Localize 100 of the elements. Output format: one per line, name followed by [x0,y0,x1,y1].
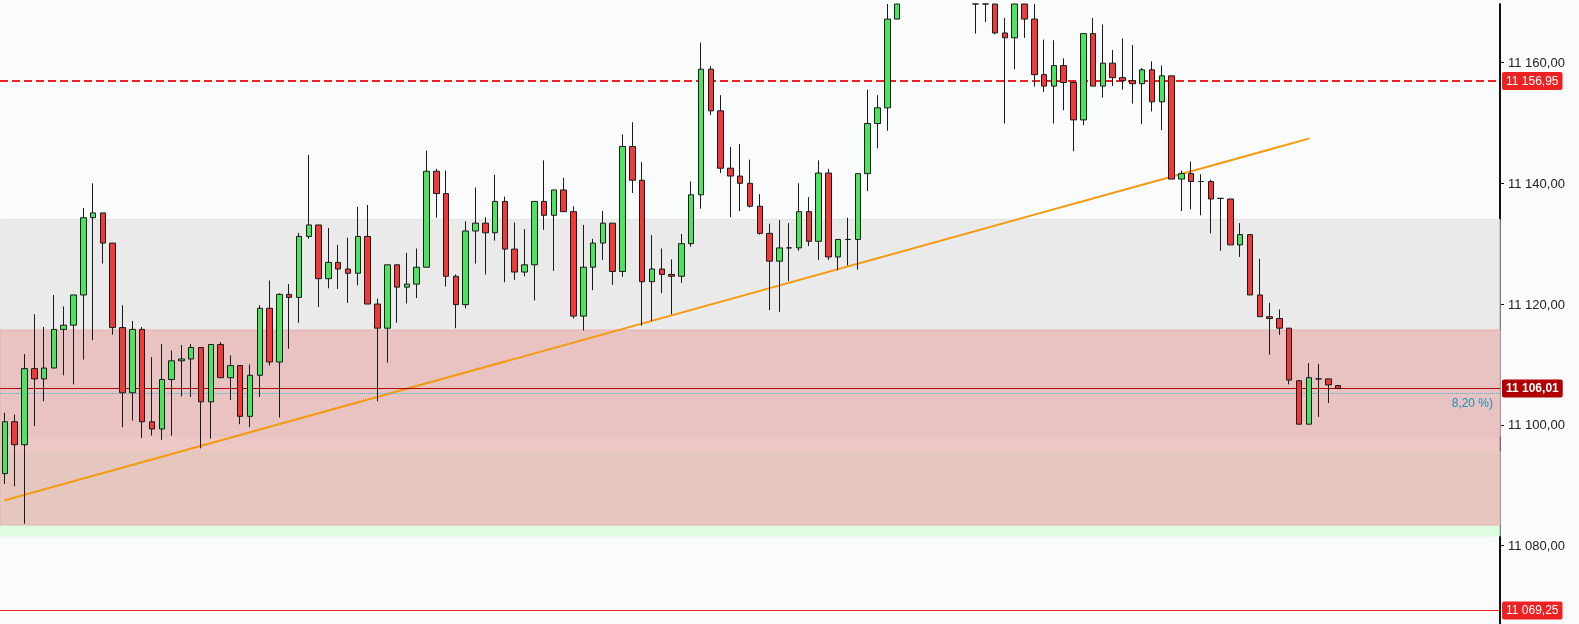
candlestick [688,180,694,248]
candlestick [776,219,783,313]
candlestick [60,305,67,376]
candlestick [286,283,292,350]
candlestick [1109,49,1116,87]
candlestick [325,227,332,289]
candlestick [1080,33,1087,126]
y-tick-label: 11 080,00 [1508,538,1565,554]
candlestick [1217,197,1224,252]
y-tick-label: 11 160,00 [1508,55,1565,71]
candlestick [188,343,194,398]
candlestick [276,292,283,419]
ref-line-label: 11 156,95 [1506,73,1559,88]
candlestick [766,223,773,311]
candlestick [727,146,734,218]
candlestick [1306,362,1312,425]
candlestick [168,350,175,437]
candlestick [374,298,381,402]
candlestick [237,365,243,425]
candlestick [511,222,518,281]
candlestick [1188,161,1194,210]
candlestick [266,279,273,367]
candlestick [629,121,636,194]
candlestick [413,248,420,299]
candlestick [1247,234,1253,296]
candlestick [100,212,106,265]
candlestick [1198,173,1204,216]
candlestick [80,207,87,361]
candlestick [119,304,126,428]
candlestick [796,182,802,252]
candlestick [90,182,96,341]
candlestick [659,248,665,294]
candlestick [609,222,616,286]
candlestick [1139,67,1145,125]
candlestick [139,326,145,439]
candlestick [590,238,596,291]
candlestick [41,326,47,402]
candlestick [825,168,832,261]
candlestick [384,264,391,364]
candlestick [492,174,498,242]
candlestick [109,242,116,336]
candlestick [227,354,234,401]
candlestick [129,320,136,422]
candlestick [31,313,38,427]
candlestick [70,294,77,385]
candlestick [443,170,449,288]
y-tick-label: 11 120,00 [1508,296,1565,312]
candlestick [884,3,891,132]
candlestick [257,304,263,398]
candlestick [1129,44,1136,105]
candlestick [1286,327,1292,385]
candlestick [178,344,185,397]
candlestick [551,189,557,272]
candlestick [560,177,567,213]
candlestick [541,159,547,231]
candlestick [531,200,538,301]
candlestick [708,65,714,116]
candlestick [1041,39,1047,93]
candlestick [1011,3,1018,70]
candlestick [345,237,351,304]
candlestick [198,347,204,449]
candlestick [747,159,753,208]
candlestick [159,343,165,441]
candlestick [315,224,322,308]
candlestick [1119,37,1126,91]
candlestick [1060,57,1067,111]
candlestick [698,42,704,210]
candlestick [208,343,214,440]
candlestick [1031,3,1038,88]
candlestick [296,232,302,324]
candlestick [992,3,998,35]
candlestick [786,222,792,282]
candlestick [1237,222,1243,258]
candlestick [864,89,871,192]
candlestick [619,133,626,278]
candlestick [247,363,253,428]
candlestick [521,228,528,277]
candlestick [11,414,18,487]
candlestick [51,294,57,369]
candlestick [815,159,822,261]
candlestick [1159,65,1165,131]
ref-line-label: 11 069,25 [1506,603,1559,618]
candlestick [668,258,675,315]
candlestick [394,264,400,324]
y-tick-label: 11 100,00 [1508,417,1565,433]
candlestick [149,356,155,437]
candlestick [1070,81,1077,152]
candlestick [423,150,430,268]
candlestick [737,143,743,212]
candlestick [1168,75,1175,180]
candlestick [1257,258,1263,318]
candlestick [1266,302,1273,356]
candlestick [972,3,979,35]
candlestick [1315,363,1322,418]
candlestick [678,233,685,284]
candlestick [1002,17,1008,125]
candlestick [1178,170,1185,212]
candlestick [335,244,341,290]
candlestick [306,154,312,240]
candlestick [845,217,851,266]
